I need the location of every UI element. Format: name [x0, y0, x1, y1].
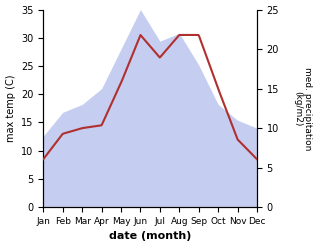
X-axis label: date (month): date (month) [109, 231, 191, 242]
Y-axis label: med. precipitation
(kg/m2): med. precipitation (kg/m2) [293, 67, 313, 150]
Y-axis label: max temp (C): max temp (C) [5, 75, 16, 142]
